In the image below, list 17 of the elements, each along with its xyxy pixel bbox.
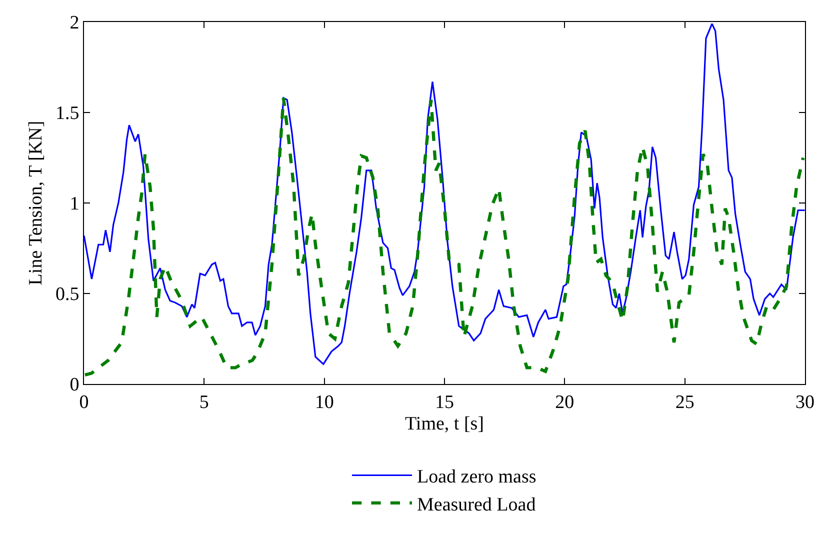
y-tick-label: 1 xyxy=(70,194,80,215)
legend-label: Load zero mass xyxy=(417,466,536,488)
x-tick-label: 20 xyxy=(555,392,574,413)
line-series xyxy=(84,23,805,365)
y-tick-label: 0 xyxy=(70,374,80,396)
legend-label: Measured Load xyxy=(417,494,536,516)
x-axis-title: Time, t [s] xyxy=(404,414,484,435)
y-tick-label: 2 xyxy=(70,12,80,34)
x-tick-label: 10 xyxy=(314,392,334,413)
x-tick-label: 15 xyxy=(435,392,454,413)
x-tick-label: 30 xyxy=(796,392,814,413)
x-tick-label: 5 xyxy=(199,392,209,413)
y-tick-label: 0.5 xyxy=(55,284,80,306)
x-tick-label: 25 xyxy=(675,392,694,413)
line-series xyxy=(84,96,805,377)
y-axis-title: Line Tension, T [KN] xyxy=(25,120,46,286)
y-tick-label: 1.5 xyxy=(55,103,80,124)
